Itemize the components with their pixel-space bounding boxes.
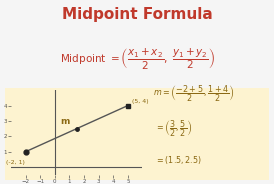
FancyBboxPatch shape [0,86,274,182]
Text: $= (1.5, 2.5)$: $= (1.5, 2.5)$ [155,154,202,166]
Text: m: m [60,117,69,126]
Text: $m = \left(\dfrac{-2+5}{2}, \dfrac{1+4}{2}\right)$: $m = \left(\dfrac{-2+5}{2}, \dfrac{1+4}{… [153,84,235,104]
Text: Midpoint Formula: Midpoint Formula [62,7,212,22]
Text: Midpoint $= \left(\dfrac{x_1 + x_2}{2},\ \dfrac{y_1 + y_2}{2}\right)$: Midpoint $= \left(\dfrac{x_1 + x_2}{2},\… [59,46,215,71]
Text: (-2, 1): (-2, 1) [6,160,25,165]
Text: $= \left(\dfrac{3}{2}, \dfrac{5}{2}\right)$: $= \left(\dfrac{3}{2}, \dfrac{5}{2}\righ… [155,118,192,139]
Text: (5, 4): (5, 4) [132,99,149,104]
